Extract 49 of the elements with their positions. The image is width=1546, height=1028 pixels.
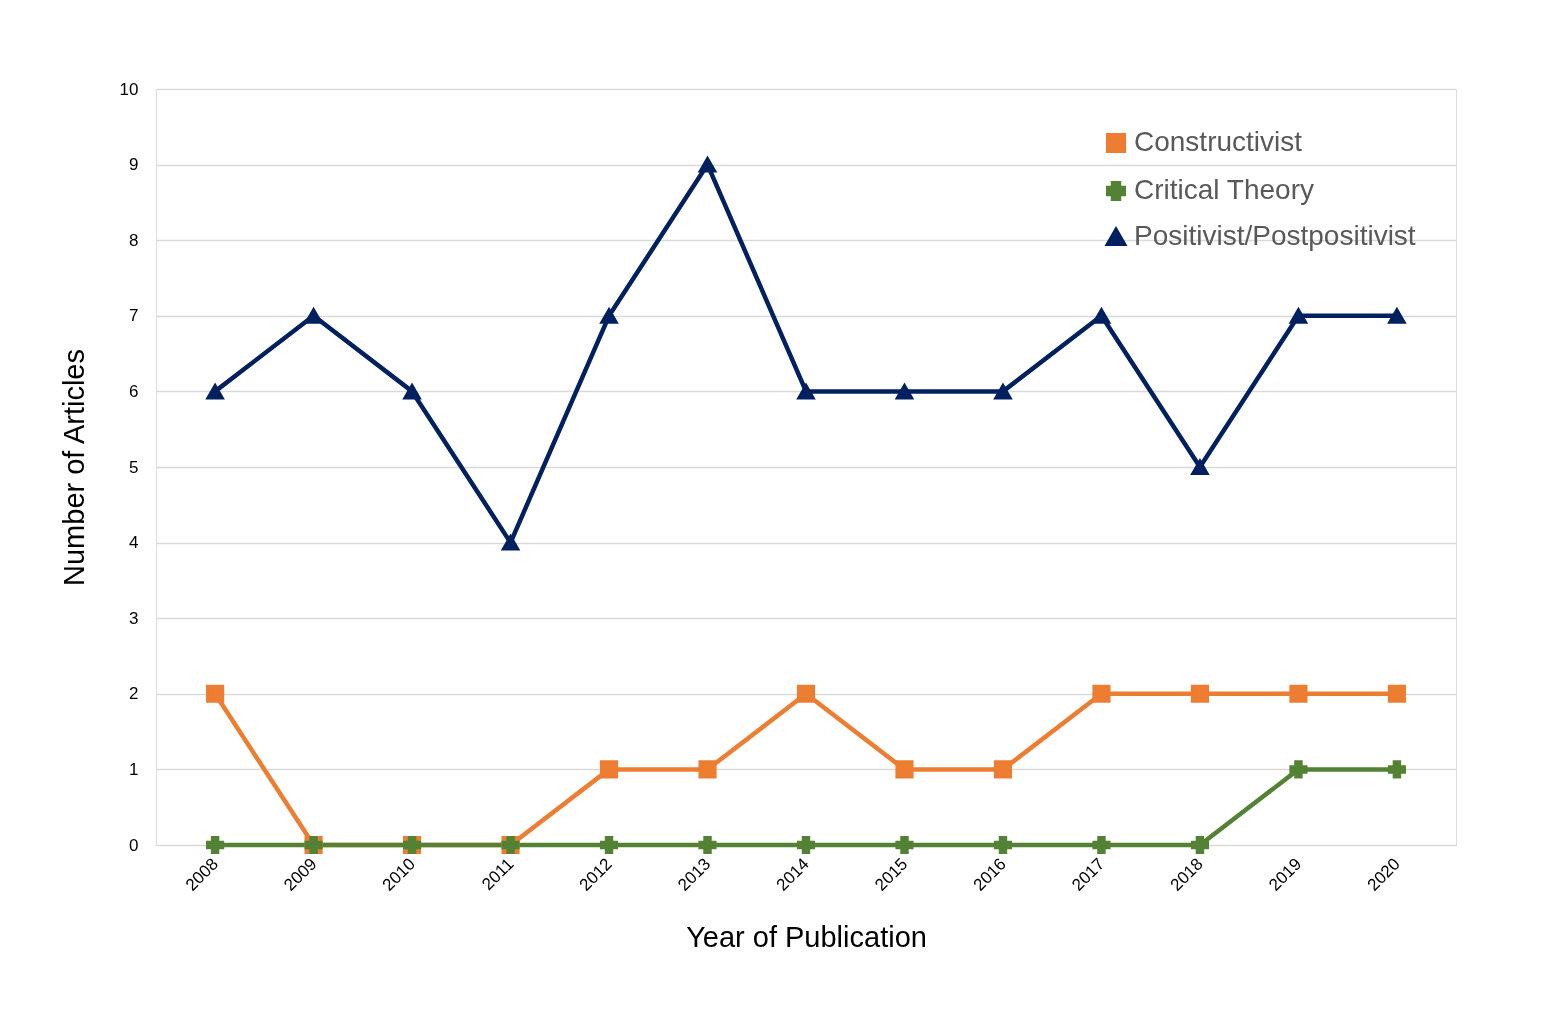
- y-axis-title: Number of Articles: [57, 349, 90, 586]
- point: [206, 835, 225, 855]
- y-tick-label: 0: [129, 835, 139, 855]
- point: [1289, 684, 1308, 703]
- point: [1092, 835, 1111, 855]
- point: [501, 534, 520, 551]
- point: [206, 383, 225, 400]
- point: [403, 383, 422, 400]
- y-tick-label: 4: [129, 533, 139, 553]
- point: [993, 383, 1013, 400]
- y-tick-label: 10: [119, 79, 139, 99]
- point: [599, 835, 619, 855]
- point: [993, 835, 1013, 855]
- point: [1190, 684, 1209, 703]
- legend-label: Critical Theory: [1134, 174, 1314, 205]
- point: [1387, 307, 1406, 324]
- y-tick-label: 2: [129, 684, 139, 704]
- point: [304, 307, 323, 324]
- point: [1289, 760, 1308, 779]
- point: [796, 835, 816, 855]
- point: [1289, 307, 1308, 324]
- point: [599, 307, 619, 324]
- y-tick-label: 3: [129, 608, 139, 628]
- point: [796, 383, 816, 400]
- point: [1092, 307, 1111, 324]
- point: [895, 760, 914, 779]
- x-axis-title: Year of Publication: [686, 920, 927, 953]
- point: [1387, 760, 1406, 779]
- legend-label: Constructivist: [1134, 126, 1303, 157]
- point: [698, 156, 717, 173]
- point: [698, 835, 717, 855]
- point: [599, 760, 619, 779]
- point: [1190, 459, 1209, 475]
- point: [895, 835, 914, 855]
- y-tick-label: 7: [129, 306, 139, 326]
- point: [1190, 835, 1209, 855]
- y-tick-label: 8: [129, 230, 139, 250]
- y-tick-label: 9: [129, 155, 139, 175]
- point: [1387, 684, 1406, 703]
- point: [698, 760, 717, 779]
- legend-label: Positivist/Postpositivist: [1134, 220, 1416, 251]
- y-tick-label: 5: [129, 457, 139, 477]
- point: [1092, 684, 1111, 703]
- point: [895, 383, 914, 400]
- point: [993, 760, 1013, 779]
- y-tick-label: 1: [129, 759, 139, 779]
- point: [206, 684, 225, 703]
- point: [796, 684, 816, 703]
- y-tick-label: 6: [129, 381, 139, 401]
